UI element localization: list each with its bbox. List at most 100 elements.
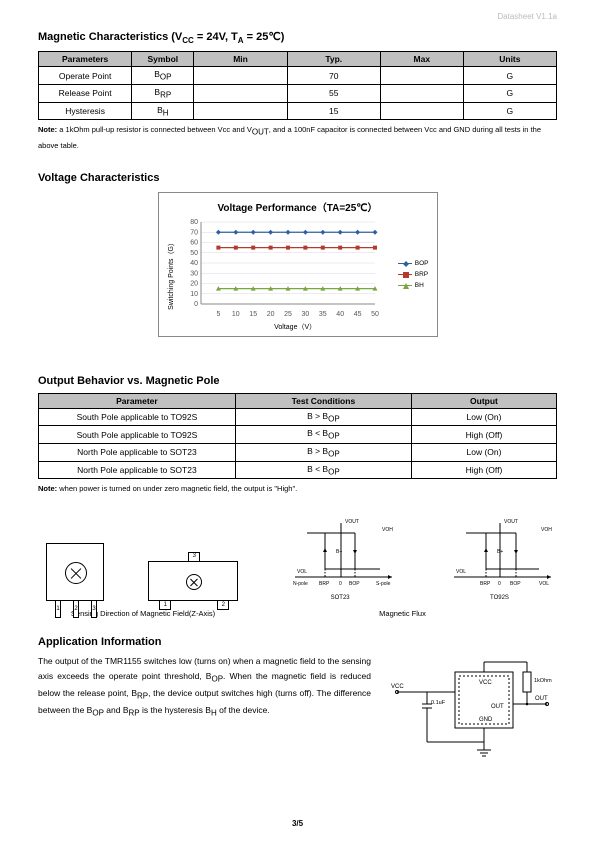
app-text-span: is the hysteresis B	[140, 705, 211, 715]
chart-legend: BOPBRPBH	[398, 256, 429, 293]
svg-text:VOUT: VOUT	[345, 519, 359, 525]
svg-text:70: 70	[190, 229, 198, 236]
heading-text: Magnetic Characteristics (V	[38, 31, 182, 43]
mag-char-note: Note: a 1kOhm pull-up resistor is connec…	[38, 124, 557, 151]
sot23-pin: 2	[217, 600, 229, 610]
note-label: Note:	[38, 484, 59, 493]
svg-text:80: 80	[190, 219, 198, 226]
svg-text:OUT: OUT	[491, 704, 504, 710]
voltage-chart: Voltage Performance（TA=25℃） Switching Po…	[158, 192, 438, 337]
heading-sub: CC	[182, 36, 194, 45]
svg-text:10: 10	[190, 290, 198, 297]
mag-char-table: ParametersSymbolMinTyp.MaxUnitsOperate P…	[38, 51, 557, 120]
note-sub: OUT	[252, 128, 269, 137]
svg-text:40: 40	[336, 311, 344, 318]
svg-text:1kOhm: 1kOhm	[534, 678, 552, 684]
to92-pin: 1	[55, 600, 61, 618]
flux-plot: VOUTVOHVOL0BRPBOPVOLB+	[442, 515, 557, 593]
svg-text:GND: GND	[479, 717, 493, 723]
svg-text:BRP: BRP	[319, 581, 330, 587]
svg-text:0.1uF: 0.1uF	[431, 700, 446, 706]
circuit-svg: VCC OUT GND VCC 0.1uF 1kOhm OUT	[387, 654, 557, 764]
note-text: when power is turned on under zero magne…	[59, 484, 297, 493]
svg-text:60: 60	[190, 239, 198, 246]
sot23-body: 3 1 2	[148, 561, 238, 601]
mag-char-heading: Magnetic Characteristics (VCC = 24V, TA …	[38, 30, 557, 45]
app-sub: OP	[211, 674, 223, 683]
svg-text:20: 20	[266, 311, 274, 318]
app-heading: Application Information	[38, 636, 557, 648]
output-behavior-table: ParameterTest ConditionsOutputSouth Pole…	[38, 393, 557, 480]
sot23-pin: 1	[159, 600, 171, 610]
output-behavior-note: Note: when power is turned on under zero…	[38, 483, 557, 495]
svg-text:VCC: VCC	[479, 680, 492, 686]
svg-text:0: 0	[339, 581, 342, 587]
volt-char-heading: Voltage Characteristics	[38, 172, 557, 184]
flux-label: TO92S	[442, 595, 557, 601]
app-sub: OP	[92, 709, 104, 718]
to92-pin: 2	[73, 600, 79, 618]
sense-mark-icon	[65, 562, 87, 584]
chart-ylabel: Switching Points（G）	[167, 239, 177, 310]
svg-text:VCC: VCC	[391, 684, 404, 690]
flux-sot23-diagram: VOUT VOH VOL N-pole BRP 0 BOP S-pole B+ SOT23	[283, 515, 398, 601]
svg-text:45: 45	[353, 311, 361, 318]
heading-text: = 24V, T	[194, 31, 238, 43]
svg-text:VOUT: VOUT	[504, 519, 518, 525]
flux-to92-diagram: VOUTVOHVOL0BRPBOPVOLB+ TO92S	[442, 515, 557, 601]
svg-text:BOP: BOP	[349, 581, 360, 587]
chart-title: Voltage Performance（TA=25℃）	[167, 199, 429, 214]
to92-body: 1 2 3	[46, 543, 104, 601]
svg-text:40: 40	[190, 260, 198, 267]
svg-text:B+: B+	[336, 549, 342, 555]
svg-text:S-pole: S-pole	[376, 581, 391, 587]
note-label: Note:	[38, 125, 59, 134]
pin-label: 3	[189, 553, 199, 559]
svg-text:B+: B+	[497, 549, 503, 555]
sot23-pin: 3	[188, 552, 200, 562]
doc-version: Datasheet V1.1a	[497, 12, 557, 21]
flux-plot: VOUT VOH VOL N-pole BRP 0 BOP S-pole B+	[283, 515, 398, 593]
svg-text:15: 15	[249, 311, 257, 318]
heading-text: = 25℃)	[244, 31, 285, 43]
svg-text:BOP: BOP	[510, 581, 521, 587]
svg-text:10: 10	[231, 311, 239, 318]
svg-text:VOH: VOH	[382, 527, 393, 533]
app-text: The output of the TMR1155 switches low (…	[38, 654, 371, 764]
to92-pin: 3	[91, 600, 97, 618]
svg-text:VOL: VOL	[297, 569, 307, 575]
svg-text:VOH: VOH	[541, 527, 552, 533]
pin-label: 1	[160, 601, 170, 610]
svg-text:N-pole: N-pole	[293, 581, 308, 587]
svg-text:50: 50	[371, 311, 379, 318]
diagrams-row: 1 2 3 3 1 2 VOUT VOH VOL N-pole BRP 0 BOP S-pol…	[38, 515, 557, 601]
svg-text:30: 30	[301, 311, 309, 318]
pkg-caption: Sensing Direction of Magnetic Field(Z-Ax…	[38, 609, 248, 618]
svg-text:35: 35	[318, 311, 326, 318]
flux-caption: Magnetic Flux	[248, 609, 557, 618]
flux-label: SOT23	[283, 595, 398, 601]
svg-text:25: 25	[284, 311, 292, 318]
page-number: 3/5	[0, 819, 595, 828]
sot23-diagram: 3 1 2	[148, 543, 238, 601]
svg-text:0: 0	[194, 301, 198, 308]
svg-text:VOL: VOL	[456, 569, 466, 575]
svg-text:5: 5	[216, 311, 220, 318]
chart-plot: 0 10 20 30 40 50 60 70 80 5 10 15 20 25 30 35 40 45 50	[179, 218, 379, 318]
svg-text:OUT: OUT	[535, 696, 548, 702]
app-circuit: VCC OUT GND VCC 0.1uF 1kOhm OUT	[387, 654, 557, 764]
sense-mark-icon	[186, 574, 202, 590]
svg-text:VOL: VOL	[539, 581, 549, 587]
app-text-span: of the device.	[217, 705, 270, 715]
chart-xlabel: Voltage（V）	[199, 322, 392, 332]
note-text: a 1kOhm pull-up resistor is connected be…	[59, 125, 252, 134]
svg-text:0: 0	[498, 581, 501, 587]
app-sub: RP	[137, 692, 148, 701]
svg-text:30: 30	[190, 270, 198, 277]
svg-text:20: 20	[190, 280, 198, 287]
svg-text:50: 50	[190, 249, 198, 256]
output-behavior-heading: Output Behavior vs. Magnetic Pole	[38, 375, 557, 387]
pin-label: 2	[218, 601, 228, 610]
app-sub: RP	[129, 709, 140, 718]
app-text-span: and B	[104, 705, 129, 715]
